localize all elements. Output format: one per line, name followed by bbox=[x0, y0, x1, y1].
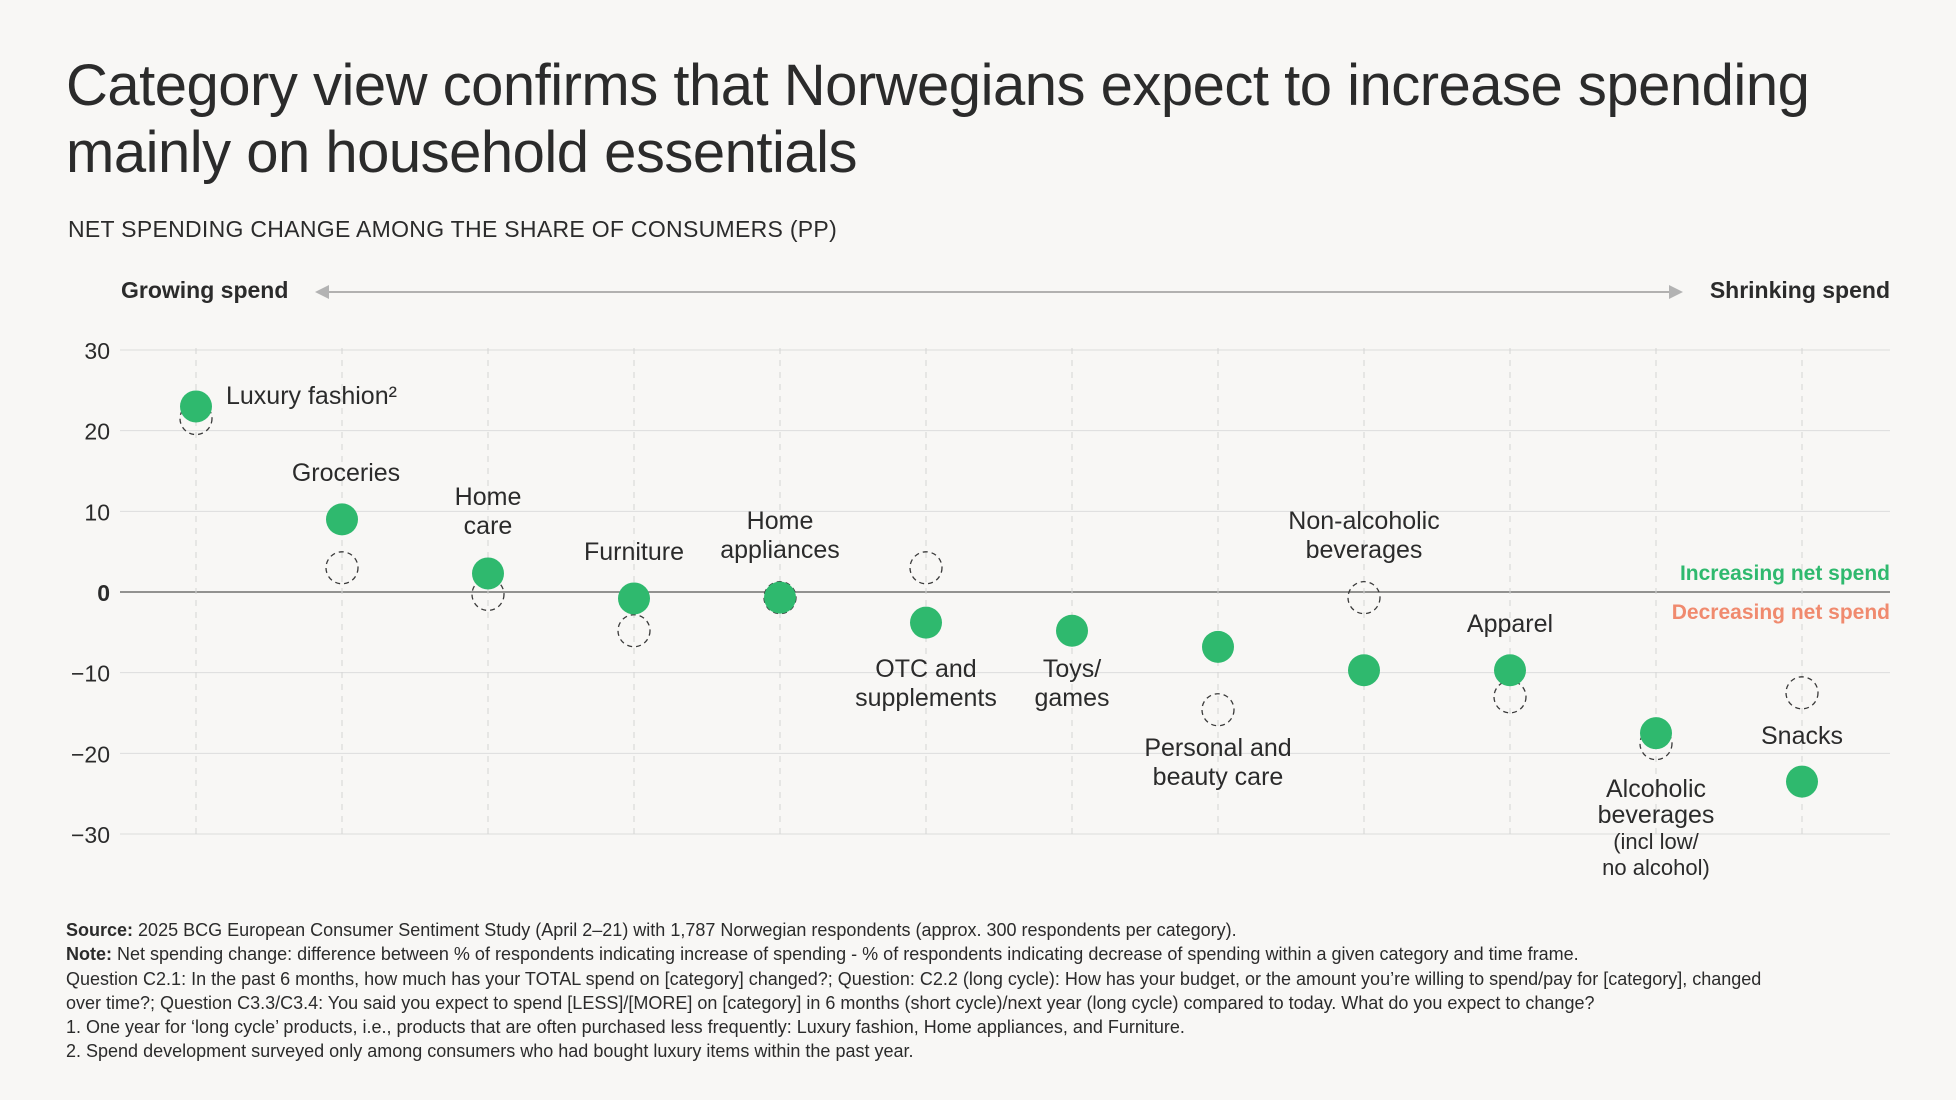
question-line-2: over time?; Question C3.3/C3.4: You said… bbox=[66, 992, 1595, 1013]
source-label: Source: bbox=[66, 920, 134, 940]
category-label-line: games bbox=[1034, 684, 1109, 712]
footnotes: Source: 2025 BCG European Consumer Senti… bbox=[66, 918, 1926, 1064]
category-label-line: no alcohol) bbox=[1602, 855, 1710, 880]
category-label-line: Luxury fashion² bbox=[226, 382, 397, 410]
category-label-line: OTC and bbox=[875, 655, 976, 683]
category-label-line: Non-alcoholic bbox=[1288, 507, 1439, 535]
comparison-marker bbox=[325, 551, 359, 585]
category-label: Toys/games bbox=[1034, 655, 1109, 712]
y-tick-label: −10 bbox=[71, 661, 110, 687]
category-label-line: supplements bbox=[855, 684, 997, 712]
category-label-line: beauty care bbox=[1153, 763, 1284, 791]
category-label: Personal and beauty care bbox=[1144, 734, 1291, 791]
page-title: Category view confirms that Norwegians e… bbox=[66, 53, 1810, 185]
category-label-line: Personal and bbox=[1144, 734, 1291, 762]
data-point bbox=[1786, 765, 1818, 798]
data-point bbox=[1202, 630, 1234, 663]
category-label-line: care bbox=[464, 512, 513, 540]
comparison-marker bbox=[909, 551, 943, 585]
y-axis: 30 20 10 0 −10 −20 −30 bbox=[71, 338, 110, 848]
category-label: Non-alcoholic beverages bbox=[1288, 507, 1439, 564]
source-text: 2025 BCG European Consumer Sentiment Stu… bbox=[138, 920, 1237, 940]
y-tick-label: −20 bbox=[71, 741, 110, 767]
arrow-right-icon bbox=[1669, 285, 1683, 299]
y-tick-label: 20 bbox=[84, 419, 110, 445]
data-point bbox=[1348, 654, 1380, 687]
category-label: Snacks bbox=[1761, 722, 1843, 750]
direction-header: Growing spend Shrinking spend bbox=[121, 277, 1890, 303]
category-label: Luxury fashion² bbox=[226, 382, 397, 410]
category-label-line: Apparel bbox=[1467, 610, 1553, 638]
note-line: Note: Net spending change: difference be… bbox=[66, 942, 1926, 966]
category-label-line: beverages bbox=[1306, 536, 1423, 564]
legend-decreasing: Decreasing net spend bbox=[1672, 601, 1890, 624]
category-label: OTC and supplements bbox=[855, 655, 997, 712]
question-line-1: Question C2.1: In the past 6 months, how… bbox=[66, 968, 1762, 989]
category-label: Alcoholic beverages (incl low/no alcohol) bbox=[1598, 775, 1715, 880]
y-tick-label: 10 bbox=[84, 499, 110, 525]
footnote-2: 2. Spend development surveyed only among… bbox=[66, 1041, 914, 1062]
comparison-markers bbox=[179, 401, 1819, 761]
data-point bbox=[180, 390, 212, 423]
y-tick-label: −30 bbox=[71, 822, 110, 848]
category-label-line: Home bbox=[455, 483, 522, 511]
comparison-marker bbox=[1785, 676, 1819, 710]
data-point bbox=[326, 503, 358, 536]
category-label: Groceries bbox=[292, 459, 400, 487]
comparison-marker bbox=[1201, 693, 1235, 727]
data-point bbox=[1494, 654, 1526, 687]
category-label: Apparel bbox=[1467, 610, 1553, 638]
note-label: Note: bbox=[66, 944, 112, 965]
note-text: Net spending change: difference between … bbox=[117, 944, 1579, 965]
category-label-line: Alcoholic bbox=[1606, 775, 1706, 803]
category-label: Home appliances bbox=[720, 507, 840, 564]
category-label-line: Furniture bbox=[584, 538, 684, 566]
comparison-marker bbox=[617, 614, 651, 648]
chart-subtitle: NET SPENDING CHANGE AMONG THE SHARE OF C… bbox=[68, 216, 838, 242]
category-label: Furniture bbox=[584, 538, 684, 566]
data-points bbox=[180, 390, 1818, 798]
comparison-marker bbox=[1347, 580, 1381, 615]
legend: Increasing net spend Decreasing net spend bbox=[1672, 562, 1890, 624]
category-label-line: Toys/ bbox=[1043, 655, 1101, 683]
category-label-line: Snacks bbox=[1761, 722, 1843, 750]
legend-increasing: Increasing net spend bbox=[1680, 562, 1890, 585]
data-point bbox=[472, 557, 504, 590]
category-label-line: Home bbox=[747, 507, 814, 535]
category-label-line: beverages bbox=[1598, 801, 1715, 829]
data-point bbox=[910, 606, 942, 639]
category-label-line: Groceries bbox=[292, 459, 400, 487]
category-label-line: (incl low/ bbox=[1613, 829, 1699, 854]
data-point bbox=[1640, 717, 1672, 750]
data-point bbox=[764, 581, 796, 614]
gridlines bbox=[120, 348, 1890, 835]
source-line: Source: 2025 BCG European Consumer Senti… bbox=[66, 918, 1926, 942]
shrinking-spend-label: Shrinking spend bbox=[1710, 277, 1890, 303]
category-label-line: appliances bbox=[720, 536, 840, 564]
growing-spend-label: Growing spend bbox=[121, 277, 288, 303]
y-tick-label: 30 bbox=[84, 338, 110, 364]
footnote-1: 1. One year for ‘long cycle’ products, i… bbox=[66, 1017, 1185, 1038]
y-tick-label: 0 bbox=[97, 580, 110, 606]
arrow-left-icon bbox=[315, 285, 329, 299]
category-label: Home care bbox=[455, 483, 522, 540]
data-point bbox=[1056, 614, 1088, 647]
data-point bbox=[618, 582, 650, 615]
